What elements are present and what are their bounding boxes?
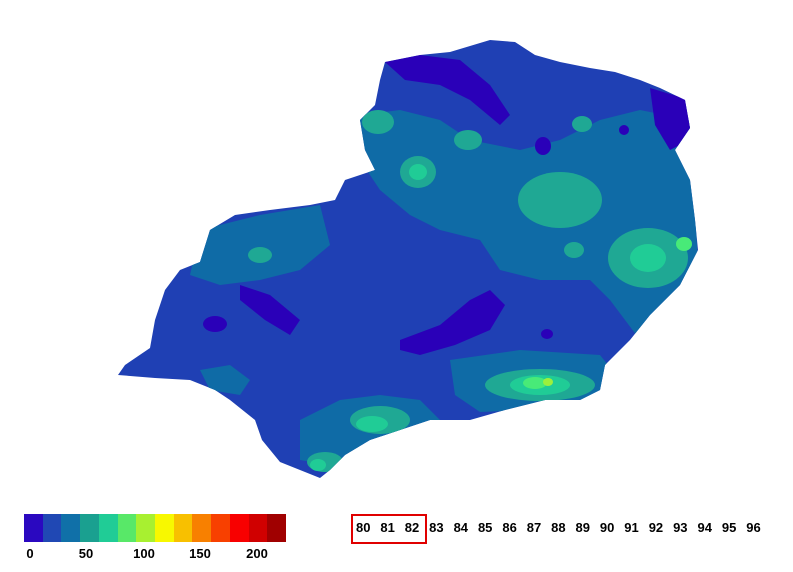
legend-swatch bbox=[136, 514, 156, 542]
legend-swatch bbox=[173, 514, 193, 542]
map-zone-lime bbox=[543, 378, 553, 386]
legend-tick-label: 100 bbox=[133, 546, 155, 561]
legend-swatch bbox=[80, 514, 99, 542]
legend-swatch bbox=[267, 514, 287, 542]
year-item[interactable]: 83 bbox=[429, 520, 444, 535]
map-zone-aqua bbox=[630, 244, 666, 272]
map-zone-deep bbox=[400, 290, 505, 355]
map-zone-deep bbox=[541, 329, 553, 339]
year-selector: 80 81 82 83 84 85 86 87 88 89 90 91 92 9… bbox=[356, 520, 771, 535]
map-zone-teal bbox=[454, 130, 482, 150]
year-item[interactable]: 95 bbox=[721, 520, 737, 535]
year-item[interactable]: 86 bbox=[502, 520, 517, 535]
legend-tick-label: 150 bbox=[189, 546, 211, 561]
legend-swatch bbox=[192, 514, 212, 542]
map-zone-teal bbox=[572, 116, 592, 132]
year-item[interactable]: 82 bbox=[404, 520, 420, 535]
year-item[interactable]: 87 bbox=[526, 520, 542, 535]
legend-tick-label: 200 bbox=[246, 546, 268, 561]
map-zone-teal bbox=[518, 172, 602, 228]
year-item[interactable]: 94 bbox=[697, 520, 712, 535]
map-zone-deep bbox=[535, 137, 551, 155]
legend-tick-label: 50 bbox=[78, 546, 94, 561]
year-item[interactable]: 90 bbox=[599, 520, 615, 535]
map-zone-mid bbox=[360, 110, 698, 340]
year-item[interactable]: 96 bbox=[746, 520, 761, 535]
map-zone-mid bbox=[200, 365, 250, 395]
map-zone-deep bbox=[619, 125, 629, 135]
map-zone-deep bbox=[650, 88, 690, 150]
legend-swatch bbox=[61, 514, 81, 542]
map-zone-deep bbox=[385, 55, 510, 125]
year-item[interactable]: 84 bbox=[453, 520, 469, 535]
year-item[interactable]: 91 bbox=[624, 520, 639, 535]
color-scale-legend bbox=[24, 514, 287, 542]
legend-swatch bbox=[98, 514, 118, 542]
year-item[interactable]: 81 bbox=[380, 520, 395, 535]
map-zone-mid bbox=[190, 205, 330, 285]
legend-swatch bbox=[155, 514, 174, 542]
year-item[interactable]: 88 bbox=[551, 520, 566, 535]
map-zone-green bbox=[676, 237, 692, 251]
rainfall-map bbox=[118, 40, 698, 478]
map-zone-deep bbox=[240, 285, 300, 335]
legend-swatch bbox=[117, 514, 137, 542]
year-item[interactable]: 93 bbox=[673, 520, 688, 535]
year-item[interactable]: 92 bbox=[648, 520, 664, 535]
legend-swatch bbox=[42, 514, 62, 542]
map-zone-teal bbox=[564, 242, 584, 258]
year-item[interactable]: 80 bbox=[356, 520, 371, 535]
map-zone-teal bbox=[362, 110, 394, 134]
legend-tick-label: 0 bbox=[26, 546, 34, 561]
map-zone-aqua bbox=[310, 459, 326, 471]
map-zone-aqua bbox=[409, 164, 427, 180]
map-zone-green bbox=[523, 377, 547, 389]
legend-swatch bbox=[211, 514, 230, 542]
legend-swatch bbox=[248, 514, 268, 542]
legend-swatch bbox=[24, 514, 43, 542]
year-item[interactable]: 89 bbox=[575, 520, 590, 535]
legend-tick-labels: 0 50 100 150 200 bbox=[24, 546, 294, 566]
map-zone-deep bbox=[203, 316, 227, 332]
year-item[interactable]: 85 bbox=[477, 520, 493, 535]
map-zone-aqua bbox=[356, 416, 388, 432]
legend-swatch bbox=[229, 514, 249, 542]
map-zone-teal bbox=[248, 247, 272, 263]
